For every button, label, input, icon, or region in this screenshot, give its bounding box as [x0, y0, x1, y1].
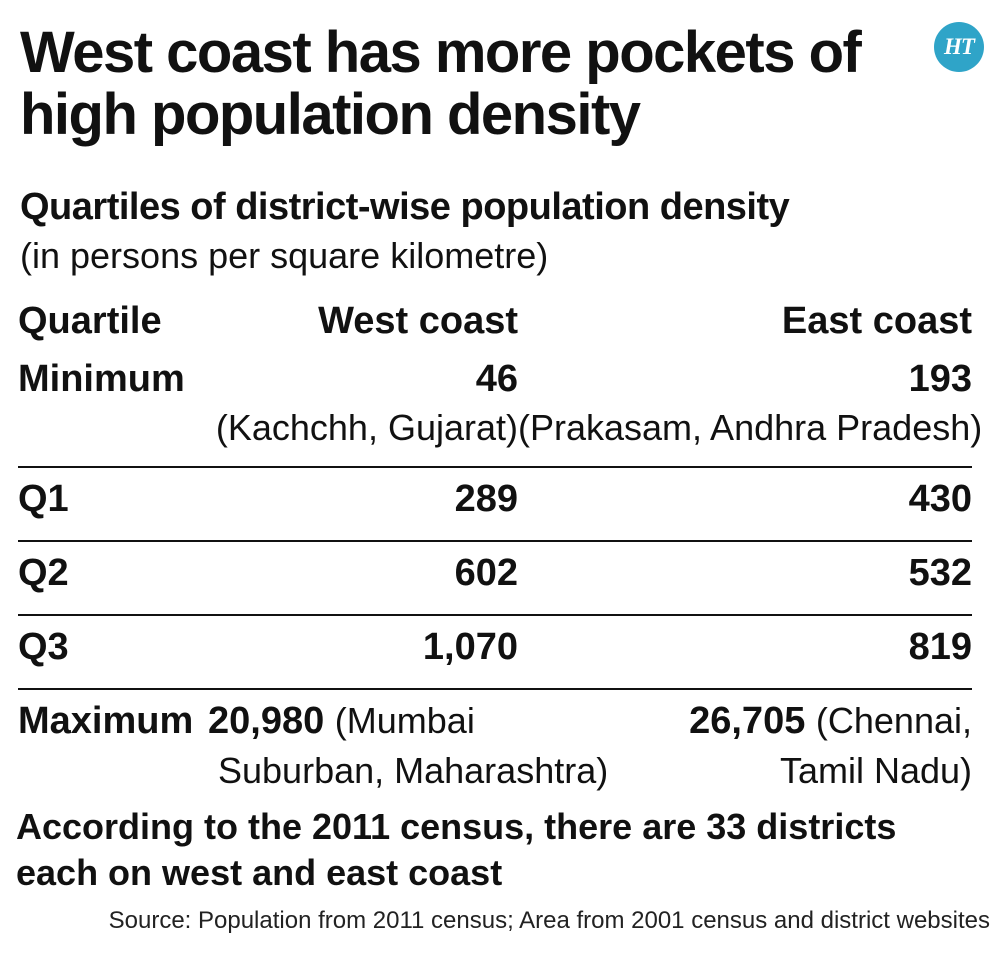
row-label: Q2 — [18, 540, 218, 615]
quartile-table: Quartile West coast East coast Minimum 4… — [18, 296, 983, 804]
header-quartile: Quartile — [18, 300, 162, 342]
west-maximum-line1: 20,980 (Mumbai — [208, 696, 518, 746]
cell-east-maximum: 26,705 (Chennai, Tamil Nadu) — [518, 688, 972, 804]
row-label: Maximum — [18, 688, 218, 804]
value-west-q3: 1,070 — [218, 614, 518, 689]
west-maximum-line2: Suburban, Maharashtra) — [218, 746, 608, 796]
table-row-q1: Q1 289 430 — [18, 466, 972, 541]
value-east-q2: 532 — [518, 540, 972, 615]
east-maximum-line1: 26,705 (Chennai, — [518, 696, 972, 746]
source-note: Source: Population from 2011 census; Are… — [108, 907, 990, 934]
note-west-minimum: (Kachchh, Gujarat) — [215, 407, 518, 448]
value-west-q2: 602 — [218, 540, 518, 615]
note-east-maximum-2: Tamil Nadu) — [779, 750, 972, 791]
table-row-q3: Q3 1,070 819 — [18, 614, 972, 689]
row-label: Q1 — [18, 466, 218, 541]
note-east-minimum: (Prakasam, Andhra Pradesh) — [518, 407, 983, 448]
header-west-coast: West coast — [318, 300, 518, 342]
value-west-minimum: 46 — [475, 358, 518, 400]
note-west-maximum-1: (Mumbai — [334, 700, 475, 741]
east-maximum-line2: Tamil Nadu) — [518, 746, 972, 796]
value-west-q1: 289 — [218, 466, 518, 541]
chart-title: West coast has more pockets of high popu… — [20, 20, 862, 147]
ht-logo-text: HT — [944, 34, 975, 59]
value-east-q1: 430 — [518, 466, 972, 541]
value-west-maximum: 20,980 — [208, 700, 325, 742]
note-east-maximum-1: (Chennai, — [815, 700, 972, 741]
table-row-maximum: Maximum 20,980 (Mumbai Suburban, Maharas… — [18, 688, 972, 804]
unit-note: (in persons per square kilometre) — [20, 235, 549, 276]
census-footnote: According to the 2011 census, there are … — [16, 806, 897, 893]
chart-subtitle: Quartiles of district-wise population de… — [20, 186, 790, 228]
cell-east-minimum: 193 (Prakasam, Andhra Pradesh) — [518, 352, 983, 467]
note-west-maximum-2: Suburban, Maharashtra) — [218, 750, 609, 791]
cell-west-maximum: 20,980 (Mumbai Suburban, Maharashtra) — [208, 688, 608, 804]
value-east-q3: 819 — [518, 614, 972, 689]
table-row-minimum: Minimum 46 (Kachchh, Gujarat) 193 (Praka… — [18, 352, 983, 467]
table-header-row: Quartile West coast East coast — [18, 296, 972, 352]
table-row-q2: Q2 602 532 — [18, 540, 972, 615]
row-label: Minimum — [18, 358, 185, 400]
header-east-coast: East coast — [781, 300, 972, 342]
value-east-maximum: 26,705 — [689, 700, 806, 742]
row-label: Q3 — [18, 614, 218, 689]
cell-west-minimum: 46 (Kachchh, Gujarat) — [216, 352, 518, 467]
value-east-minimum: 193 — [908, 358, 972, 400]
ht-logo: HT — [934, 22, 984, 72]
